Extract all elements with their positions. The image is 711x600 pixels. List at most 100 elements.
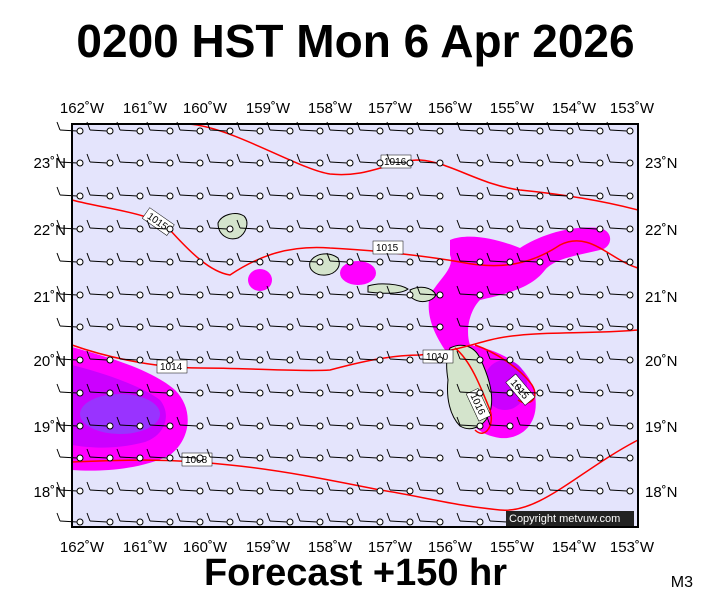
svg-text:Copyright metvuw.com: Copyright metvuw.com [509,513,620,525]
lat-label: 22˚N [33,222,66,239]
lon-label: 156˚W [428,539,473,556]
wind-barb [456,285,484,299]
wind-barb [456,512,484,526]
wind-barb [416,317,444,331]
wind-barb [236,350,264,364]
wind-barb [206,448,234,462]
wind-barb [386,186,414,200]
wind-barb [116,383,144,397]
wind-barb [266,285,294,299]
wind-barb [416,481,444,495]
wind-barb [236,512,264,526]
map-title: 0200 HST Mon 6 Apr 2026 [76,15,635,67]
wind-barb [606,481,634,495]
wind-barb [146,317,174,331]
wind-barb [606,153,634,167]
svg-text:1010: 1010 [426,352,449,363]
copyright-badge: Copyright metvuw.com [506,511,634,526]
wind-barb [356,285,384,299]
wind-barb [486,317,514,331]
wind-barb [326,219,354,233]
wind-barb [146,252,174,266]
wind-barb [356,153,384,167]
wind-barb [606,383,634,397]
wind-barb [416,350,444,364]
wind-barb [516,416,544,430]
wind-barb [266,317,294,331]
wind-barb [356,317,384,331]
wind-barb [546,121,574,135]
wind-barb [516,252,544,266]
wind-barb [176,481,204,495]
wind-barb [456,153,484,167]
lat-label: 20˚N [645,353,678,370]
wind-barb [416,219,444,233]
wind-barb [386,285,414,299]
wind-barb [146,448,174,462]
wind-barb [206,252,234,266]
lon-label: 160˚W [183,539,228,556]
lon-label: 161˚W [123,100,168,117]
wind-barb [56,252,84,266]
wind-barb [116,186,144,200]
wind-barb [266,219,294,233]
wind-barb [206,512,234,526]
wind-barb [56,481,84,495]
wind-barb [326,416,354,430]
wind-barb [296,186,324,200]
wind-barb [86,186,114,200]
wind-barb [486,186,514,200]
wind-barb [546,448,574,462]
wind-barb [176,285,204,299]
wind-barb [56,512,84,526]
wind-barb [56,186,84,200]
wind-barb [86,153,114,167]
wind-barb [296,416,324,430]
svg-text:1015: 1015 [376,243,399,254]
wind-barb [546,416,574,430]
wind-barb [236,317,264,331]
lat-label: 23˚N [33,155,66,172]
wind-barb [86,383,114,397]
wind-barb [236,416,264,430]
isobar-label-3: 1015 [372,240,404,255]
forecast-label: Forecast +150 hr [203,552,508,594]
lon-label: 158˚W [308,539,353,556]
wind-barb [386,121,414,135]
wind-barb [86,512,114,526]
lon-label: 157˚W [368,539,413,556]
wind-barb [56,350,84,364]
wind-barb [456,383,484,397]
lat-label: 19˚N [645,419,678,436]
lon-label: 158˚W [308,100,353,117]
wind-barb [236,186,264,200]
lat-labels-left: 23˚N 22˚N 21˚N 20˚N 19˚N 18˚N [33,155,66,501]
wind-barb [206,317,234,331]
wind-barb [416,285,444,299]
wind-barb [296,383,324,397]
wind-barb [516,481,544,495]
wind-barb [86,350,114,364]
wind-barb [386,153,414,167]
wind-barb [116,252,144,266]
wind-barb [576,285,604,299]
wind-barb [116,219,144,233]
wind-barb [416,153,444,167]
wind-barb [416,383,444,397]
wind-barb [56,121,84,135]
lon-labels-bottom: 162˚W 161˚W 160˚W 159˚W 158˚W 157˚W 156˚… [60,539,655,556]
wind-barb [606,252,634,266]
wind-barb [386,219,414,233]
wind-barb [356,383,384,397]
wind-barb [416,416,444,430]
wind-barb [236,481,264,495]
wind-barb [206,153,234,167]
wind-barb [116,416,144,430]
lon-label: 160˚W [183,100,228,117]
wind-barb [326,153,354,167]
wind-barb [516,219,544,233]
wind-barb [296,285,324,299]
wind-barb [206,186,234,200]
wind-barb [266,416,294,430]
wind-barb [356,219,384,233]
